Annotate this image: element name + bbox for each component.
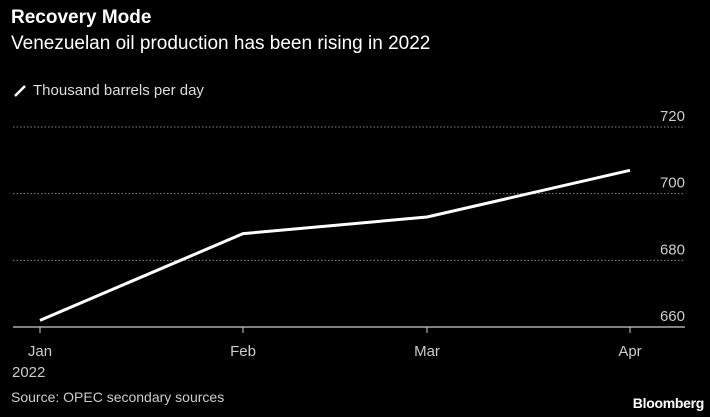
x-tick-label: 2022 (12, 364, 45, 381)
source-note: Source: OPEC secondary sources (11, 389, 225, 405)
y-tick-label: 660 (660, 308, 685, 325)
y-tick-label: 680 (660, 241, 685, 258)
legend: Thousand barrels per day (13, 82, 204, 99)
x-tick-label: Apr (618, 343, 641, 360)
chart-subtitle: Venezuelan oil production has been risin… (11, 33, 431, 54)
y-tick-label: 700 (660, 175, 685, 192)
x-tick-label: Mar (414, 343, 440, 360)
x-tick-label: Feb (230, 343, 256, 360)
y-tick-label: 720 (660, 108, 685, 125)
series-line (39, 168, 631, 322)
x-tick-label: Jan (28, 343, 52, 360)
legend-line-icon (14, 84, 26, 97)
legend-label: Thousand barrels per day (33, 82, 204, 99)
chart-title: Recovery Mode (11, 7, 152, 28)
bloomberg-logo: Bloomberg (632, 395, 705, 411)
